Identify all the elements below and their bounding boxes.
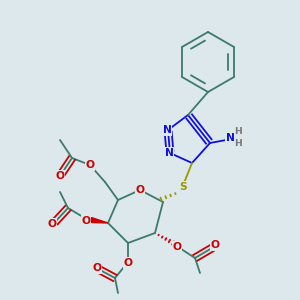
Text: N: N <box>165 148 173 158</box>
Text: N: N <box>163 125 171 135</box>
Text: S: S <box>179 182 187 192</box>
Text: O: O <box>92 263 101 273</box>
Text: O: O <box>82 216 91 226</box>
Text: O: O <box>85 160 94 170</box>
Text: N: N <box>226 133 234 143</box>
Text: O: O <box>56 171 64 181</box>
Text: O: O <box>136 185 145 195</box>
Text: O: O <box>211 240 220 250</box>
Text: O: O <box>124 258 133 268</box>
Text: H: H <box>234 128 242 136</box>
Text: O: O <box>172 242 182 252</box>
Text: O: O <box>47 219 56 229</box>
Polygon shape <box>91 218 108 223</box>
Text: H: H <box>234 140 242 148</box>
